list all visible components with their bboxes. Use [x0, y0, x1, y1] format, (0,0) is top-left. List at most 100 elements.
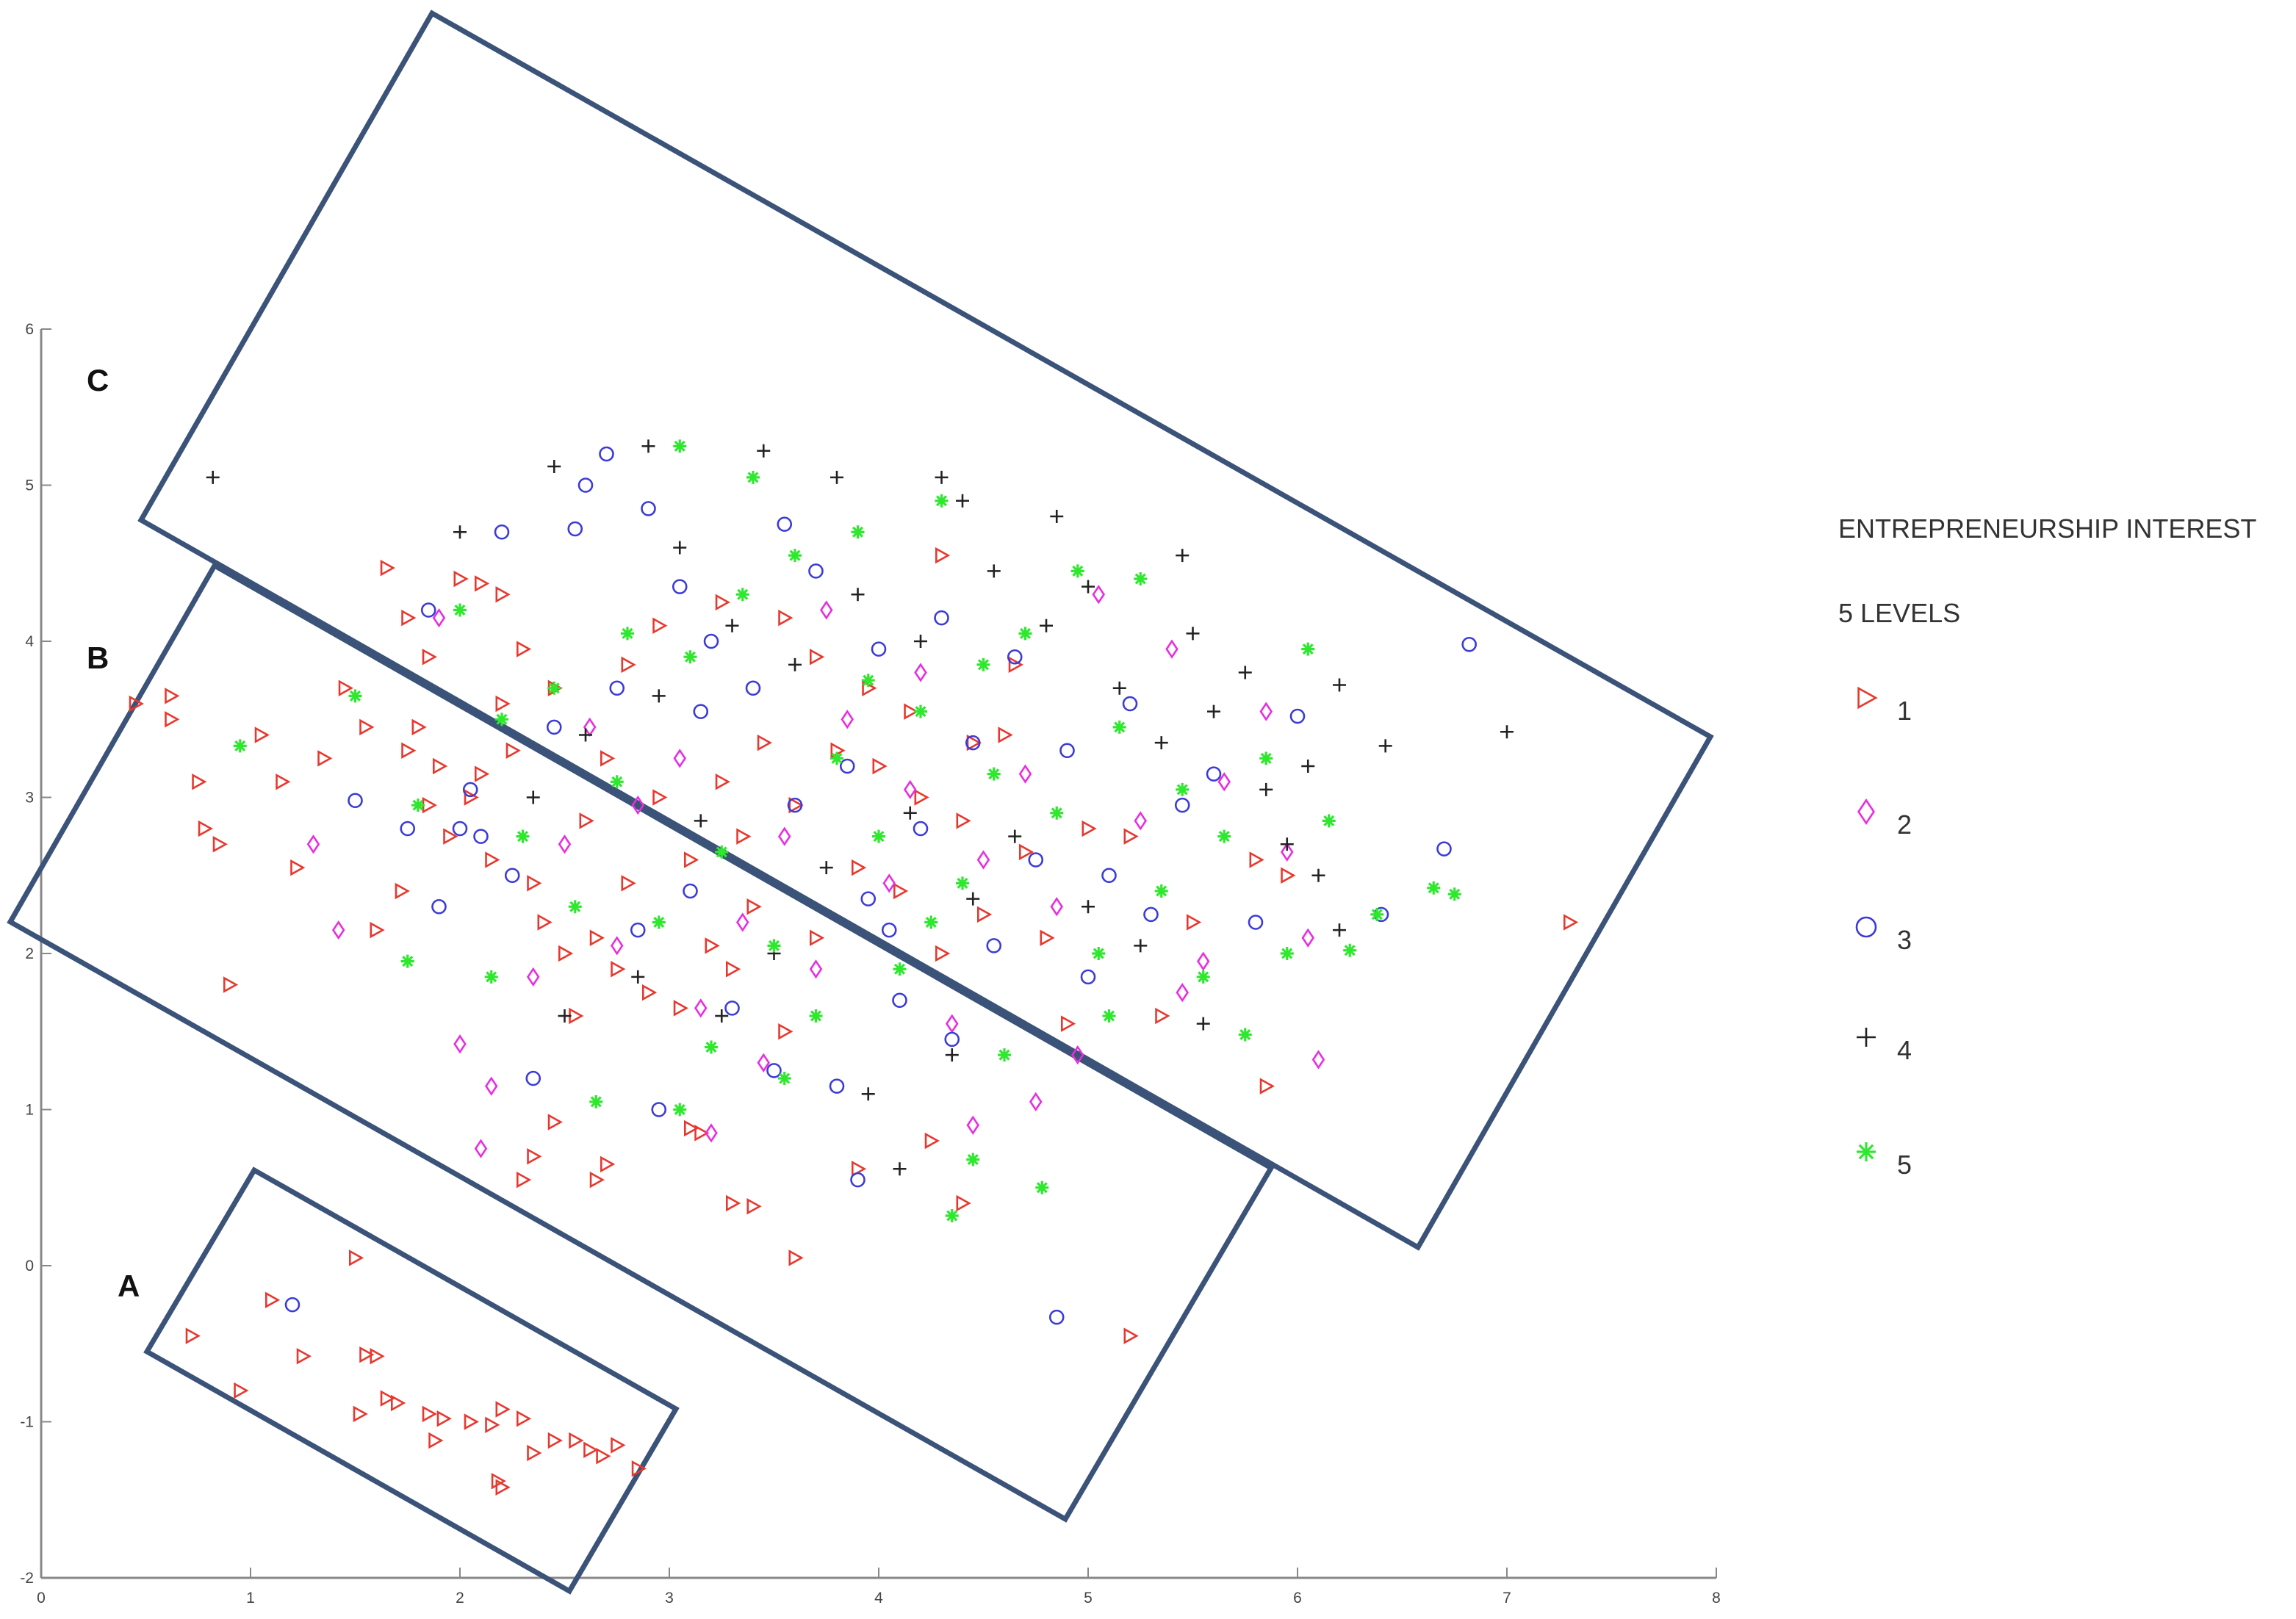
data-point-level-3: [672, 579, 688, 594]
legend-label-3: 3: [1897, 925, 1912, 955]
data-point-level-5: [1134, 572, 1148, 585]
data-point-level-5: [893, 962, 907, 976]
data-point-level-3: [787, 797, 803, 813]
data-point-level-1: [212, 836, 228, 853]
data-point-level-3: [525, 1070, 541, 1086]
data-point-level-5: [673, 1103, 687, 1117]
data-point-level-1: [428, 1432, 444, 1449]
data-point-level-4: [652, 689, 666, 703]
data-point-level-4: [987, 564, 1001, 578]
data-point-level-3: [839, 758, 855, 774]
data-point-level-1: [443, 828, 458, 845]
data-point-level-1: [652, 617, 668, 634]
data-point-level-4: [819, 861, 833, 875]
data-point-level-1: [872, 757, 888, 775]
data-point-level-4: [1311, 868, 1325, 882]
data-point-level-1: [852, 1161, 867, 1178]
data-point-level-3: [777, 516, 793, 532]
y-tick-label: 1: [25, 1102, 34, 1119]
y-tick-label: -1: [20, 1414, 34, 1431]
region-c-box: [137, 10, 1714, 1251]
region-label-b: B: [87, 641, 109, 675]
data-point-level-4: [893, 1162, 907, 1176]
data-point-level-1: [495, 1479, 511, 1496]
series-3: [284, 446, 1477, 1325]
data-point-level-1: [474, 765, 490, 782]
data-point-level-3: [348, 793, 363, 809]
data-point-level-1: [1281, 867, 1296, 884]
data-point-level-1: [485, 851, 500, 868]
data-point-level-1: [411, 718, 427, 736]
data-point-level-4: [1259, 782, 1273, 796]
data-point-level-3: [1101, 868, 1117, 884]
data-point-level-2: [976, 850, 990, 870]
legend-marker-4: [1857, 1028, 1876, 1047]
data-point-level-2: [1217, 772, 1231, 792]
data-point-level-1: [1155, 1007, 1170, 1025]
legend-label-2: 2: [1897, 810, 1912, 840]
data-point-level-1: [904, 703, 919, 720]
data-point-level-1: [746, 898, 762, 915]
data-point-level-1: [495, 586, 511, 603]
data-point-level-1: [600, 1155, 616, 1173]
data-point-level-1: [788, 1250, 804, 1266]
data-point-level-1: [746, 1198, 762, 1215]
data-point-level-1: [1040, 929, 1055, 946]
data-point-level-2: [777, 826, 791, 846]
data-point-level-1: [370, 921, 385, 939]
data-point-level-2: [903, 779, 917, 800]
data-point-level-1: [652, 789, 668, 806]
data-point-level-5: [1301, 642, 1315, 656]
data-point-level-5: [495, 713, 508, 726]
data-point-level-1: [338, 679, 353, 696]
data-point-level-1: [852, 859, 867, 876]
data-point-level-2: [453, 1034, 467, 1054]
data-point-level-1: [276, 774, 291, 790]
legend-marker-5: [1857, 1142, 1876, 1161]
data-point-level-5: [715, 845, 729, 859]
axes: [40, 329, 1716, 1579]
data-point-level-3: [1048, 1309, 1065, 1325]
data-point-level-3: [766, 1063, 782, 1078]
data-point-level-1: [432, 757, 448, 775]
data-point-level-1: [185, 1327, 201, 1344]
data-point-level-3: [609, 680, 625, 696]
y-tick-label: 0: [25, 1258, 34, 1274]
data-point-level-3: [881, 922, 897, 938]
data-point-level-1: [485, 1416, 500, 1433]
data-point-level-1: [810, 649, 825, 666]
data-point-level-1: [527, 1444, 542, 1462]
data-point-level-1: [380, 559, 395, 577]
data-point-level-5: [998, 1048, 1011, 1062]
data-point-level-3: [913, 821, 929, 837]
region-labels: C B A: [87, 363, 140, 1303]
data-point-level-3: [724, 1000, 740, 1016]
data-point-level-5: [1238, 1028, 1252, 1042]
data-point-level-1: [505, 742, 521, 759]
data-point-level-1: [264, 1291, 281, 1308]
data-point-level-3: [934, 610, 949, 626]
data-point-level-5: [547, 681, 561, 695]
data-point-level-4: [631, 970, 645, 984]
data-point-level-1: [1563, 914, 1579, 931]
data-point-level-1: [558, 945, 574, 962]
data-point-level-3: [1007, 649, 1023, 665]
data-point-level-5: [1447, 887, 1461, 901]
data-point-level-4: [206, 470, 220, 484]
data-point-level-5: [851, 525, 865, 539]
series-4: [206, 439, 1514, 1176]
data-point-level-1: [165, 711, 180, 728]
data-point-level-4: [1186, 627, 1200, 641]
data-point-level-1: [527, 1148, 542, 1165]
data-point-level-3: [850, 1172, 866, 1188]
data-point-level-4: [558, 1009, 572, 1023]
data-point-level-1: [359, 1346, 375, 1363]
data-point-level-1: [198, 820, 213, 837]
data-point-level-5: [1102, 1009, 1116, 1023]
data-point-level-2: [474, 1139, 488, 1158]
data-point-level-4: [1207, 704, 1220, 718]
data-point-level-5: [788, 549, 802, 563]
data-point-level-2: [705, 1123, 718, 1143]
data-point-level-1: [596, 1448, 611, 1465]
data-point-level-5: [809, 1009, 823, 1023]
